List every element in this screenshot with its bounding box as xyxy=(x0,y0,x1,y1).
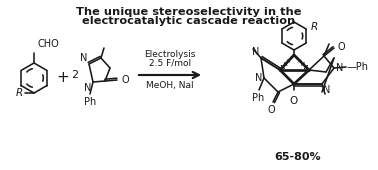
Text: R: R xyxy=(16,88,23,98)
Text: electrocatalytic cascade reaction: electrocatalytic cascade reaction xyxy=(82,16,296,26)
Text: 2.5 F/mol: 2.5 F/mol xyxy=(149,59,191,68)
Text: N: N xyxy=(84,83,91,93)
Text: Electrolysis: Electrolysis xyxy=(144,50,196,59)
Text: O: O xyxy=(337,42,345,52)
Text: The unique stereoselectivity in the: The unique stereoselectivity in the xyxy=(76,7,302,17)
Text: N: N xyxy=(80,53,87,63)
Text: O: O xyxy=(121,75,129,85)
Text: Ph: Ph xyxy=(84,97,96,107)
Text: MeOH, NaI: MeOH, NaI xyxy=(146,81,194,90)
Text: N: N xyxy=(252,47,259,57)
Text: O: O xyxy=(267,105,275,115)
Text: N: N xyxy=(323,85,330,95)
Text: —Ph: —Ph xyxy=(347,62,369,72)
Text: 2: 2 xyxy=(71,70,79,80)
Text: N: N xyxy=(255,73,262,83)
Text: 65-80%: 65-80% xyxy=(275,152,321,162)
Text: Ph: Ph xyxy=(252,93,264,103)
Text: +: + xyxy=(57,71,70,86)
Text: N: N xyxy=(336,63,343,73)
Text: R: R xyxy=(311,22,318,32)
Text: CHO: CHO xyxy=(37,39,59,49)
Text: O: O xyxy=(290,96,298,106)
